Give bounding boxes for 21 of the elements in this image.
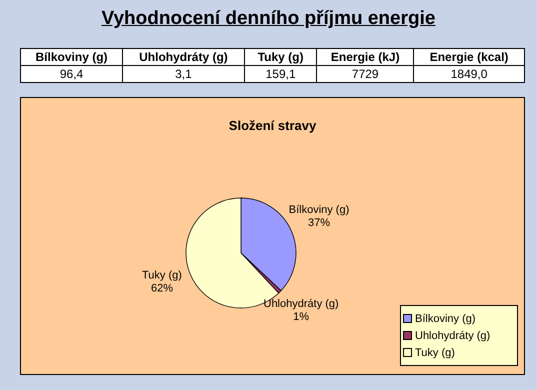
text: Energie (kcal)	[414, 48, 524, 66]
data-label: 1%	[293, 311, 310, 324]
text: 96,4	[20, 66, 123, 82]
legend-label: Uhlohydráty (g)	[415, 330, 490, 342]
data-label: 62%	[150, 282, 174, 294]
text: Tuky (g)	[244, 48, 317, 66]
chart-title: Vyhodnocení denního příjmu energie	[100, 8, 436, 30]
text: 1849,0	[414, 66, 524, 82]
legend-label: Bílkoviny (g)	[415, 312, 476, 324]
data-label: 37%	[308, 217, 330, 230]
text: Uhlohydráty (g)	[122, 48, 244, 66]
text: 7729	[316, 66, 414, 82]
text: 159,1	[244, 66, 317, 82]
slice-label: Bílkoviny (g)	[288, 204, 350, 216]
text: 3,1	[122, 66, 244, 82]
slice-label: Uhlohydráty (g)	[264, 298, 339, 310]
legend-label: Tuky (g)	[415, 346, 455, 358]
slice-label: Tuky (g)	[142, 269, 182, 282]
chart-subtitle: Složení stravy	[228, 118, 318, 133]
text: Energie (kJ)	[316, 48, 414, 66]
text: Bílkoviny (g)	[20, 48, 123, 66]
